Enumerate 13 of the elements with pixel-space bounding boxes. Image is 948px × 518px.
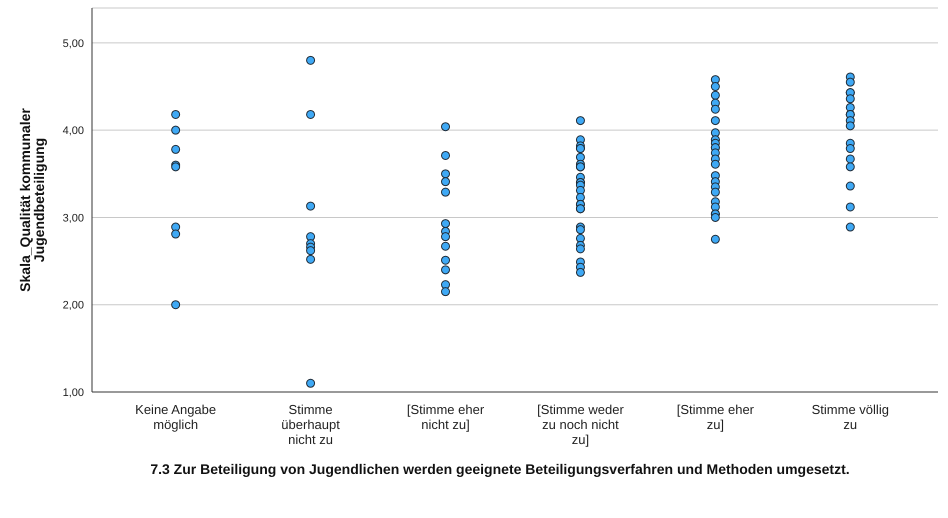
y-tick-label: 1,00 bbox=[62, 386, 84, 399]
x-axis-title: 7.3 Zur Beteiligung von Jugendlichen werden geeignete Beteiligungsverfahren und Methoden umgesetzt. bbox=[150, 461, 850, 477]
x-tick-label: [Stimme eher zu] bbox=[676, 402, 755, 432]
x-tick-label: Keine Angabe möglich bbox=[135, 402, 216, 432]
y-tick-label: 2,00 bbox=[62, 300, 84, 312]
x-tick-label: Stimme überhaupt nicht zu bbox=[281, 402, 340, 447]
y-tick-label: 5,00 bbox=[62, 38, 84, 50]
x-tick-label: [Stimme eher nicht zu] bbox=[406, 402, 485, 432]
y-axis-title: Skala_Qualität kommunaler Jugendbeteiligung bbox=[17, 108, 47, 292]
y-tick-label: 3,00 bbox=[62, 212, 84, 224]
y-tick-label: 4,00 bbox=[62, 125, 84, 138]
x-tick-label: Stimme völlig zu bbox=[812, 402, 889, 432]
x-tick-label: [Stimme weder zu noch nicht zu] bbox=[537, 402, 624, 447]
